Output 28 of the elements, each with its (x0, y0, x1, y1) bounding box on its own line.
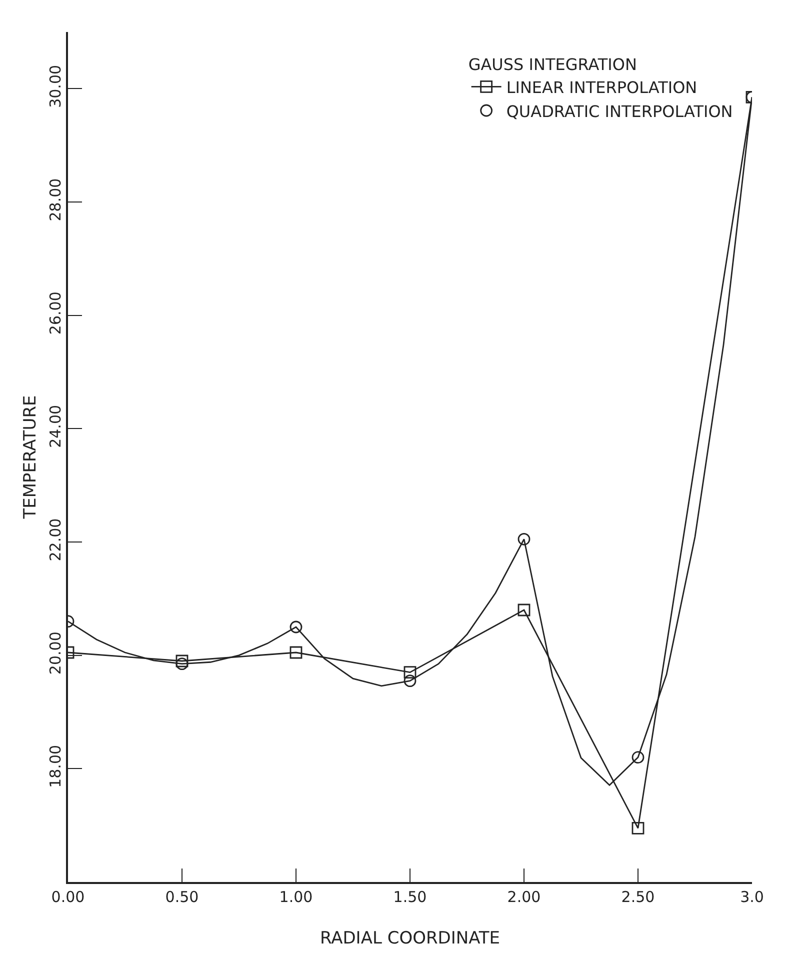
x-tick-label: 1.50 (393, 888, 427, 906)
point (290, 646, 302, 659)
legend-label: LINEAR INTERPOLATION (506, 78, 698, 97)
point (518, 604, 530, 616)
x-tick-label: 3.0 (740, 888, 764, 906)
y-tick-label: 20.00 (46, 632, 64, 675)
x-tick-label: 2.50 (621, 888, 655, 906)
point (632, 822, 644, 834)
x-tick-label: 2.00 (507, 888, 541, 906)
point (518, 532, 530, 546)
y-tick-label: 24.00 (46, 404, 64, 448)
y-tick-label: 22.00 (46, 518, 64, 562)
point (176, 654, 188, 668)
y-tick-label: 30.00 (46, 64, 64, 108)
y-tick-label: 28.00 (46, 178, 64, 222)
legend-title: GAUSS INTEGRATION (468, 54, 637, 74)
x-tick-label: 0.00 (51, 888, 85, 906)
legend-label: QUADRATIC INTERPOLATION (506, 102, 733, 121)
point (632, 751, 644, 764)
point (404, 674, 416, 688)
x-tick-label: 0.50 (165, 888, 199, 906)
x-axis-title: RADIAL COORDINATE (320, 928, 500, 948)
y-axis-title: TEMPERATURE (20, 395, 40, 520)
y-tick-label: 18.00 (46, 744, 64, 788)
x-tick-label: 1.00 (279, 888, 313, 906)
point (290, 620, 302, 634)
point (404, 666, 416, 679)
y-tick-label: 26.00 (46, 292, 64, 335)
